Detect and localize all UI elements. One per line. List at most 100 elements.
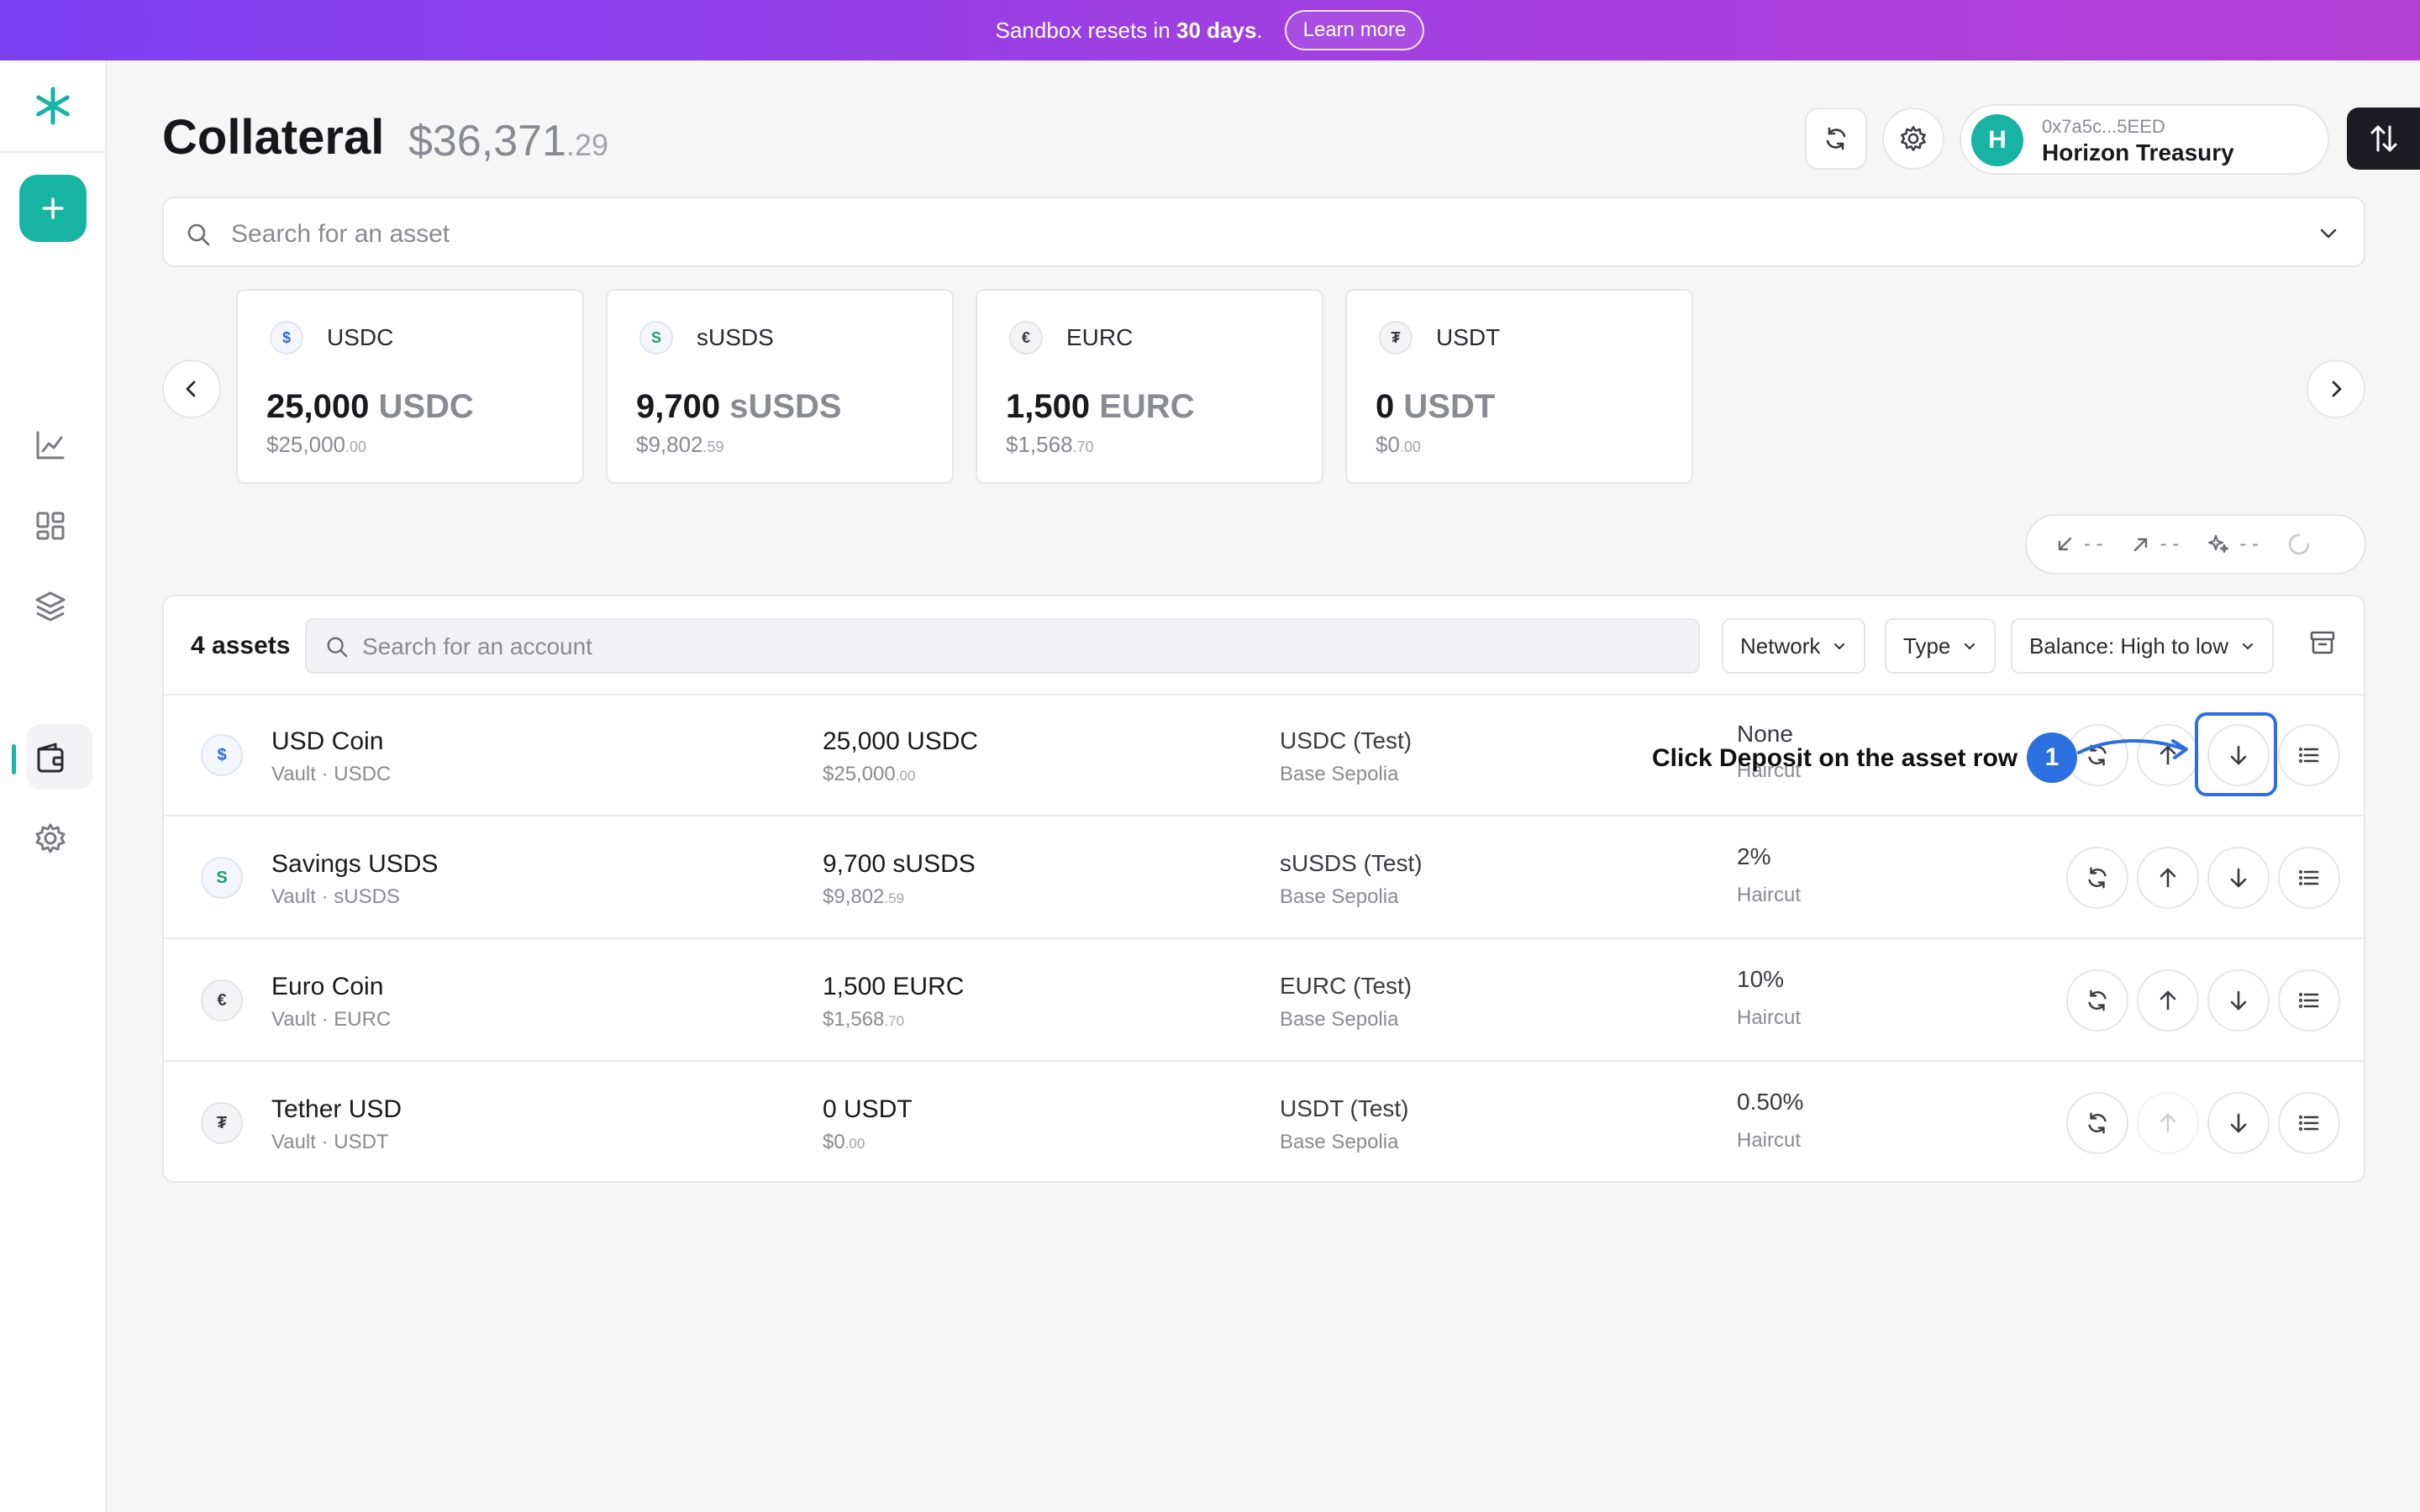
- details-button[interactable]: [2278, 847, 2340, 909]
- grid-icon: [36, 512, 65, 540]
- annotation-text: Click Deposit on the asset row: [1652, 744, 2018, 772]
- asset-haircut: 0.50%: [1737, 1089, 1804, 1115]
- deposit-button[interactable]: [2207, 1092, 2270, 1154]
- table-row[interactable]: ₮ Tether USD Vault · USDT 0 USDT $0.00 U…: [164, 1063, 2364, 1184]
- list-icon: [2298, 747, 2319, 764]
- asset-card-susds[interactable]: S sUSDS 9,700 sUSDS $9,802.59: [606, 289, 954, 484]
- account-search-input[interactable]: Search for an account: [305, 618, 1700, 674]
- stat-yield-value: - -: [2239, 533, 2259, 555]
- usdc-coin-icon: $: [270, 321, 303, 354]
- nav-layers[interactable]: [30, 586, 71, 627]
- table-row[interactable]: € Euro Coin Vault · EURC 1,500 EURC $1,5…: [164, 941, 2364, 1062]
- asset-balance-usd-main: $25,000: [823, 763, 896, 785]
- network-filter-label: Network: [1740, 633, 1821, 659]
- card-symbol: USDC: [327, 324, 394, 350]
- account-search-placeholder: Search for an account: [362, 633, 592, 659]
- chevron-down-icon: [1834, 643, 1845, 650]
- asterisk-logo-icon: [35, 87, 70, 125]
- card-usd-main: $1,568: [1006, 432, 1073, 457]
- details-button[interactable]: [2278, 1092, 2340, 1154]
- page-title: Collateral: [162, 110, 385, 165]
- asset-search[interactable]: Search for an asset: [162, 197, 2365, 267]
- haircut-label: Haircut: [1737, 1129, 1802, 1152]
- asset-chain: Base Sepolia: [1280, 1008, 1399, 1031]
- carousel-prev-button[interactable]: [162, 360, 221, 418]
- asset-balance-usd: $1,568.70: [823, 1008, 904, 1032]
- type-filter[interactable]: Type: [1885, 618, 1996, 674]
- asset-network: sUSDS (Test): [1280, 850, 1423, 876]
- nav-collateral[interactable]: [30, 738, 71, 778]
- withdraw-button[interactable]: [2137, 847, 2199, 909]
- withdraw-button[interactable]: [2137, 969, 2199, 1032]
- chevron-down-icon: [1965, 643, 1975, 650]
- deposit-button[interactable]: [2207, 847, 2270, 909]
- card-usd-main: $0: [1376, 432, 1400, 457]
- asset-name: Euro Coin: [271, 973, 384, 1000]
- susds-coin-icon: S: [639, 321, 673, 354]
- asset-card-eurc[interactable]: € EURC 1,500 EURC $1,568.70: [976, 289, 1323, 484]
- asset-balance: 25,000 USDC: [823, 727, 979, 755]
- card-usd-cents: .00: [345, 438, 367, 455]
- usdt-coin-icon: ₮: [1379, 321, 1413, 354]
- card-symbol: USDT: [1436, 324, 1501, 350]
- haircut-label: Haircut: [1737, 884, 1802, 906]
- chevron-right-icon: [2332, 381, 2342, 397]
- arrow-up-icon: [2160, 745, 2176, 765]
- deposit-button[interactable]: [2207, 969, 2270, 1032]
- archive-icon: [2310, 631, 2335, 654]
- withdraw-button-disabled: [2137, 1092, 2199, 1154]
- settings-button[interactable]: [1882, 108, 1944, 170]
- asset-card-usdc[interactable]: $ USDC 25,000 USDC $25,000.00: [236, 289, 584, 484]
- withdraw-button[interactable]: [2137, 724, 2199, 786]
- new-action-button[interactable]: [19, 175, 87, 242]
- refresh-button[interactable]: [1805, 108, 1867, 170]
- swap-button[interactable]: [2347, 108, 2420, 170]
- card-amount-value: 1,500: [1006, 388, 1091, 425]
- asset-balance: 9,700 sUSDS: [823, 850, 976, 878]
- details-button[interactable]: [2278, 969, 2340, 1032]
- sort-dropdown[interactable]: Balance: High to low: [2011, 618, 2275, 674]
- refresh-icon: [1826, 127, 1846, 150]
- search-icon: [187, 223, 210, 246]
- card-amount-unit: sUSDS: [729, 388, 842, 425]
- card-usd-cents: .59: [702, 438, 724, 455]
- carousel-next-button[interactable]: [2307, 360, 2365, 418]
- asset-haircut: 2%: [1737, 843, 1771, 869]
- arrow-down-icon: [2230, 868, 2247, 888]
- card-amount-value: 9,700: [636, 388, 721, 425]
- nav-analytics[interactable]: [30, 425, 71, 465]
- account-address: 0x7a5c...5EED: [2042, 116, 2165, 137]
- network-filter[interactable]: Network: [1722, 618, 1866, 674]
- asset-balance-usd-main: $9,802: [823, 885, 885, 908]
- details-button[interactable]: [2278, 724, 2340, 786]
- convert-button[interactable]: [2066, 969, 2128, 1032]
- deposit-button[interactable]: [2207, 724, 2270, 786]
- convert-button[interactable]: [2066, 1092, 2128, 1154]
- asset-card-usdt[interactable]: ₮ USDT 0 USDT $0.00: [1345, 289, 1693, 484]
- asset-name: USD Coin: [271, 727, 384, 755]
- app-logo[interactable]: [0, 60, 105, 153]
- asset-vault: Vault · USDC: [271, 763, 392, 785]
- table-row[interactable]: S Savings USDS Vault · sUSDS 9,700 sUSDS…: [164, 818, 2364, 939]
- banner-text: Sandbox resets in 30 days.: [996, 18, 1263, 44]
- archive-button[interactable]: [2308, 628, 2337, 661]
- asset-vault: Vault · EURC: [271, 1008, 392, 1031]
- asset-vault: Vault · sUSDS: [271, 885, 400, 908]
- nav-dashboard[interactable]: [30, 506, 71, 546]
- convert-button[interactable]: [2066, 847, 2128, 909]
- arrow-up-icon: [2160, 868, 2176, 888]
- asset-chain: Base Sepolia: [1280, 763, 1399, 785]
- chart-line-icon: [36, 431, 65, 459]
- card-amount-unit: EURC: [1099, 388, 1195, 425]
- arrow-up-icon: [2160, 1113, 2176, 1133]
- flow-stats: - - - - - -: [2025, 514, 2366, 575]
- nav-settings[interactable]: [30, 818, 71, 858]
- account-selector[interactable]: H 0x7a5c...5EED Horizon Treasury: [1960, 104, 2329, 175]
- card-amount: 0 USDT: [1376, 388, 1495, 426]
- eurc-coin-icon: €: [1009, 321, 1043, 354]
- total-collateral-value: $36,371.29: [408, 116, 608, 166]
- card-amount-value: 25,000: [266, 388, 370, 425]
- learn-more-button[interactable]: Learn more: [1284, 10, 1425, 50]
- total-cents: .29: [566, 128, 609, 162]
- card-usd-main: $9,802: [636, 432, 703, 457]
